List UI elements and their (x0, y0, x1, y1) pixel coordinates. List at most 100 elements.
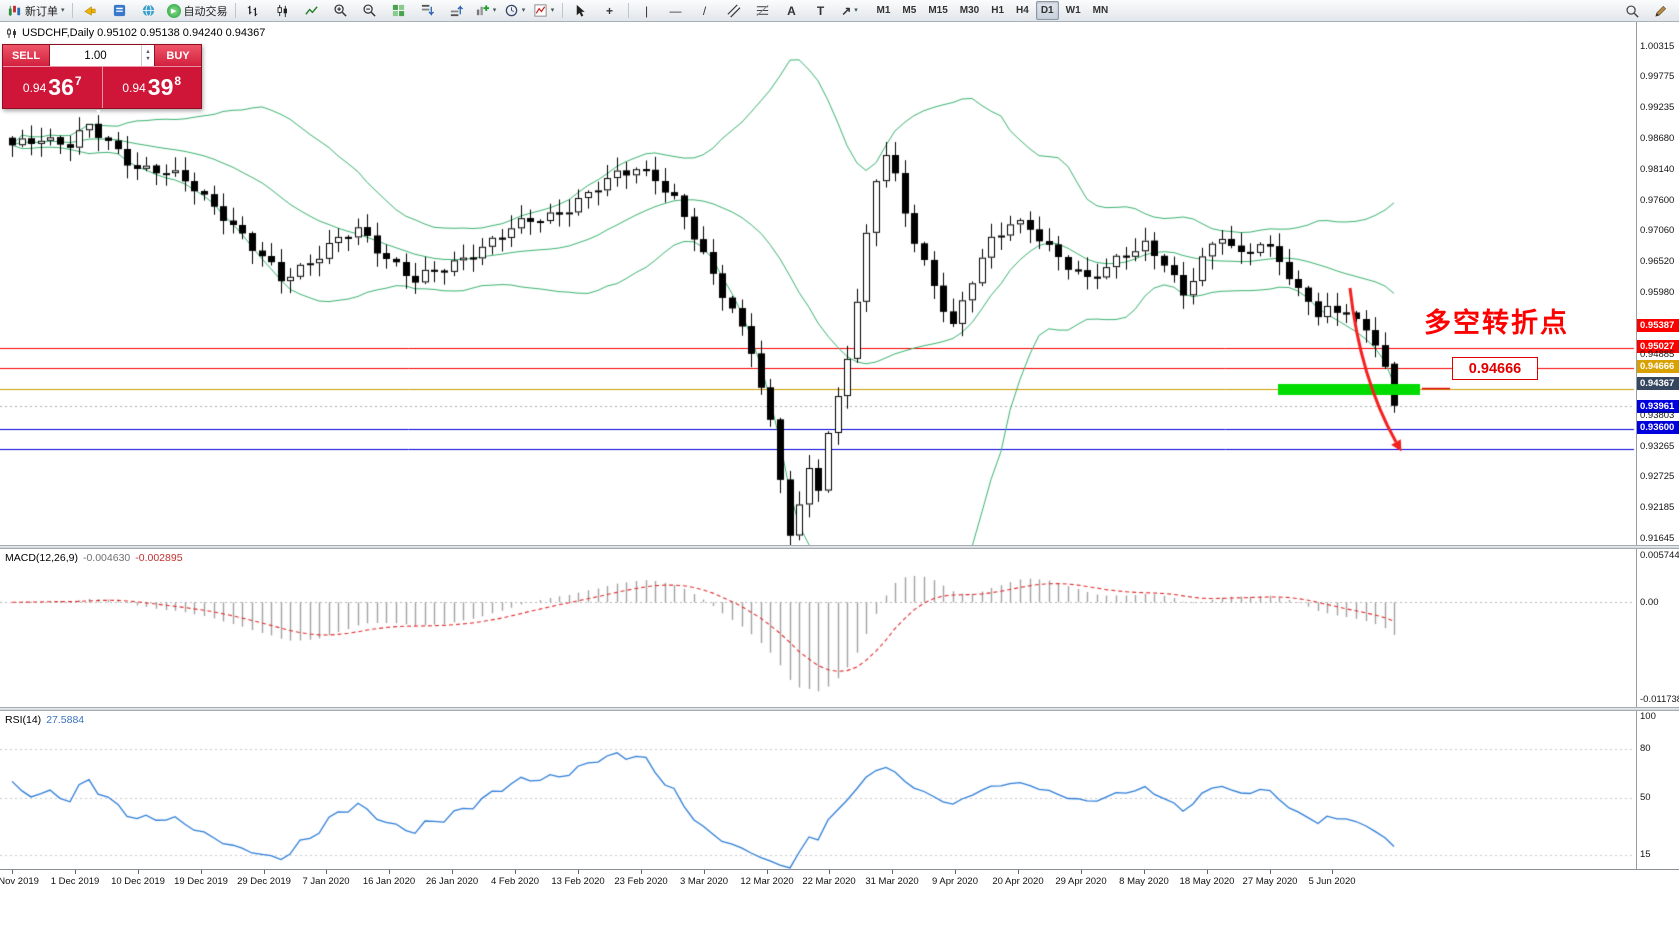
autotrade-play-icon: ▶ (166, 3, 181, 18)
line-chart-button[interactable] (298, 1, 326, 21)
candlestick-chart-button[interactable] (269, 1, 297, 21)
trendline-icon: / (702, 3, 707, 18)
date-label: 7 Jan 2020 (302, 876, 350, 887)
fibonacci-icon (756, 4, 769, 17)
candlestick-chart-icon (277, 4, 288, 18)
timeframe-w1-button[interactable]: W1 (1065, 5, 1081, 16)
timeframe-m15-button[interactable]: M15 (928, 5, 948, 16)
zoom-in-button[interactable] (327, 1, 355, 21)
trade-panel-collapse-icon[interactable]: ▼ (95, 109, 102, 116)
main-toolbar: 新订单 ▾ ▶ 自动交易 (0, 0, 1679, 22)
autotrade-button[interactable]: ▶ 自动交易 (164, 1, 231, 21)
sell-price[interactable]: 0.94 36 7 (3, 67, 103, 108)
horizontal-line-tool[interactable]: — (662, 1, 690, 21)
vertical-line-icon: | (644, 3, 649, 18)
date-axis[interactable]: 21 Nov 2019 1 Dec 2019 10 Dec 2019 19 Dec 2… (0, 869, 1679, 895)
date-label: 27 May 2020 (1242, 876, 1298, 887)
price-scale-label: 0.94367 (1637, 377, 1679, 391)
publisher-button[interactable] (106, 1, 134, 21)
stepper-up-icon[interactable]: ▲ (145, 48, 151, 55)
price-scale-label: 0.92725 (1640, 471, 1675, 483)
buy-price-big: 0.94 (122, 80, 146, 95)
date-label: 5 Jun 2020 (1308, 876, 1356, 887)
stepper-down-icon[interactable]: ▼ (145, 55, 151, 62)
text-icon: A (787, 3, 796, 18)
date-tick (201, 870, 202, 874)
macd-canvas[interactable] (0, 549, 1636, 707)
one-click-trading-panel: SELL 1.00 ▲ ▼ BUY 0.94 36 7 0.94 39 8 ▼ (2, 44, 202, 116)
price-scale-label: 0.95387 (1637, 319, 1679, 333)
channel-icon (727, 4, 741, 18)
chart-header: USDCHF,Daily 0.95102 0.95138 0.94240 0.9… (6, 27, 265, 39)
fibonacci-tool[interactable] (749, 1, 777, 21)
search-icon (1625, 4, 1639, 18)
new-chart-button[interactable]: ▾ (472, 1, 500, 21)
price-scale[interactable]: 1.00315 0.99775 0.99235 0.98680 0.98140 0.976… (1636, 22, 1679, 869)
toolbar-right-group (1618, 1, 1674, 21)
date-label: 8 May 2020 (1119, 876, 1169, 887)
macd-scale-label: -0.011738 (1640, 693, 1679, 705)
price-scale-label: 0.97060 (1640, 225, 1675, 237)
volume-stepper[interactable]: ▲ ▼ (141, 45, 154, 66)
arrows-tool[interactable]: ↗ ▾ (836, 1, 864, 21)
price-chart-canvas[interactable] (0, 44, 1636, 567)
timeframe-m30-button[interactable]: M30 (959, 5, 980, 16)
timeframe-mn-button[interactable]: MN (1092, 5, 1109, 16)
toolbar-separator (627, 3, 629, 18)
date-tick (515, 870, 516, 874)
dock-up-button[interactable] (443, 1, 471, 21)
community-button[interactable] (135, 1, 163, 21)
indicators-button[interactable]: ▾ (530, 1, 558, 21)
date-label: 23 Feb 2020 (614, 876, 668, 887)
timeframe-m5-button[interactable]: M5 (902, 5, 917, 16)
date-tick (1018, 870, 1019, 874)
search-button[interactable] (1618, 1, 1646, 21)
price-scale-label: 0.97600 (1640, 194, 1675, 206)
date-tick (264, 870, 265, 874)
bar-chart-button[interactable] (240, 1, 268, 21)
date-tick (452, 870, 453, 874)
zoom-out-button[interactable] (356, 1, 384, 21)
vertical-line-tool[interactable]: | (633, 1, 661, 21)
rsi-canvas[interactable] (0, 711, 1636, 869)
date-tick (12, 870, 13, 874)
dock-down-button[interactable] (414, 1, 442, 21)
text-tool[interactable]: A (778, 1, 806, 21)
buy-price-pips: 39 (147, 74, 174, 100)
buy-price[interactable]: 0.94 39 8 (103, 67, 202, 108)
bull-bear-turning-point-annotation[interactable]: 多空转折点 (1424, 308, 1569, 338)
price-scale-label: 0.99775 (1640, 71, 1675, 83)
price-scale-label: 0.94666 (1637, 360, 1679, 374)
cycles-button[interactable]: ▾ (501, 1, 529, 21)
timeframe-d1-button[interactable]: D1 (1035, 1, 1059, 20)
price-scale-label: 0.93265 (1640, 440, 1675, 452)
trendline-tool[interactable]: / (691, 1, 719, 21)
buy-button[interactable]: BUY (155, 45, 201, 66)
date-label: 10 Dec 2019 (111, 876, 165, 887)
sell-button[interactable]: SELL (3, 45, 49, 66)
support-price-label[interactable]: 0.94666 (1452, 357, 1538, 380)
price-scale-label: 0.98680 (1640, 133, 1675, 145)
clock-icon (505, 4, 518, 17)
timeframe-m1-button[interactable]: M1 (876, 5, 891, 16)
new-order-button[interactable]: 新订单 ▾ (4, 1, 68, 21)
new-chart-icon (476, 5, 489, 16)
pen-button[interactable] (1646, 1, 1674, 21)
indicators-icon (534, 4, 547, 17)
support-price-value: 0.94666 (1468, 360, 1522, 377)
volume-input[interactable]: 1.00 ▲ ▼ (49, 45, 155, 66)
tile-windows-button[interactable] (385, 1, 413, 21)
timeframe-h4-button[interactable]: H4 (1016, 5, 1029, 16)
announcement-button[interactable] (77, 1, 105, 21)
chart-symbol-icon (7, 28, 16, 38)
cursor-button[interactable] (567, 1, 595, 21)
rsi-panel-splitter[interactable] (0, 707, 1679, 711)
symbol-ohlc-text: USDCHF,Daily 0.95102 0.95138 0.94240 0.9… (22, 27, 266, 39)
macd-scale-label: 0.00 (1640, 596, 1659, 608)
channel-tool[interactable] (720, 1, 748, 21)
price-scale-label: 0.95027 (1637, 339, 1679, 353)
crosshair-button[interactable]: + (596, 1, 624, 21)
timeframe-h1-button[interactable]: H1 (991, 5, 1005, 16)
label-tool[interactable]: T (807, 1, 835, 21)
macd-panel-splitter[interactable] (0, 545, 1679, 549)
